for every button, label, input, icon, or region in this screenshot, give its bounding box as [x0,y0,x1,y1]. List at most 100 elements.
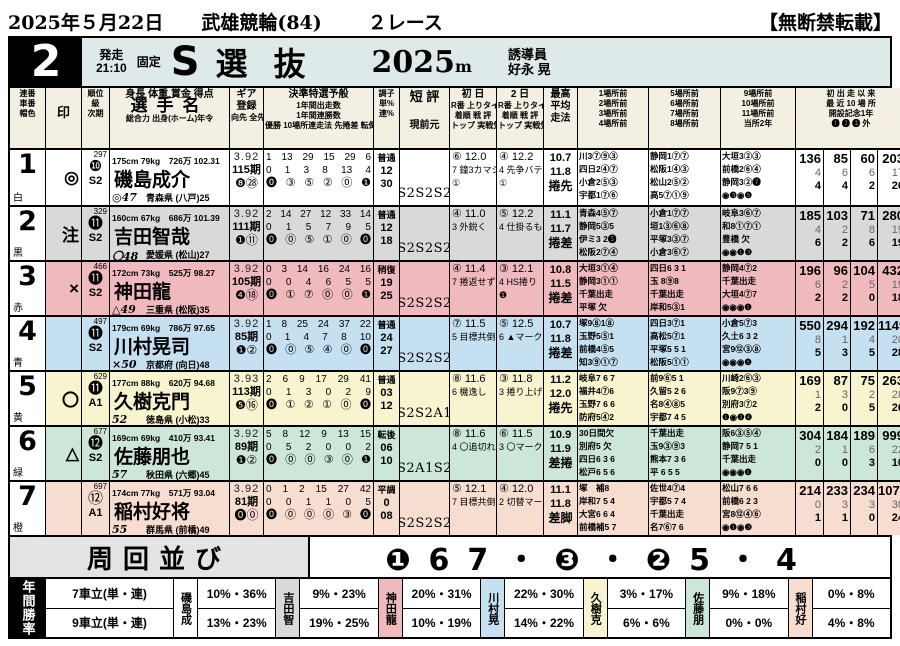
race-distance: 2025m [371,44,472,80]
car-number-cell: 5 黄 [10,372,46,425]
home-age: (松阪)35 [175,305,210,315]
condition: 稍復 [377,265,396,275]
rider-row: 7 橙 697 ⑫ A1 174cm 77kg 571万 93.04 稲村好将 … [10,480,900,535]
day1-cell: ⑧ 11.6 4 〇追切れ [450,427,497,480]
career-col-3: 75 2 5 [851,372,878,425]
col-header-places-1-4: 1場所前 2場所前 3場所前 4場所前 [578,88,649,148]
race-number-label: ２レース [367,11,443,34]
rider-class: A1 [88,397,103,409]
lap-order-bar: 周回並び ❶67・❸・❷5・4 [8,537,892,579]
day1-result: ⑤ 12.1 [452,483,487,495]
yearly-rider-values: 0%・8% 4%・8% [812,579,890,637]
origin-line: △49 三重県 (松阪)35 [112,303,227,315]
gear-ratio: 3.92 [233,208,260,220]
rider-row: 3 赤 × 466 ⓫ S2 172cm 73kg 525万 98.27 神田龍… [10,260,900,315]
places-5-8-cell: 小倉1⑦⑦ 垣1③⑥⑧ 平塚3③⑦ 小倉3⑥⑦ [649,207,721,260]
rank-points: 497 [93,317,107,326]
rider-info-cell: 160cm 67kg 686万 101.39 吉田智哉 〇48 愛媛県 (松山)… [110,207,230,260]
rider-name: 川村晃司 [114,336,191,358]
rider-table: 連番 車番 帽色 印 順位級次期 身長 体重 賞金 得点 選手名 総合力 出身(ホーム)… [8,88,900,537]
places-9-11-cell: 大垣3②③ 前橋2⑥④ 静岡3②❼ ◉❸◉❺ [721,150,796,205]
places-9-11-cell: 川崎2⑥③ 阪9⑦3⑨ 別府3⑦2 ❶◉❷❹ [721,372,796,425]
yearly-rider-values: 9%・23% 19%・25% [300,579,378,637]
race-name: 選抜 [215,45,332,83]
best-time: 10.7 [549,319,572,331]
best-time: 10.7 [549,152,572,164]
pacer-label: 誘導員 [507,47,547,62]
rider-row: 6 緑 △ 677 ⓬ S2 169cm 69kg 410万 93.41 佐藤朋… [10,425,900,480]
yearly-value-9cars: 6%・6% [623,616,670,631]
cap-color-label: 橙 [13,523,23,534]
speed-cell: 10.7 11.8 捲差 [544,317,578,370]
rider-rows: 1 白 ◎ 297 ❿ S2 175cm 79kg 726万 102.31 磯島… [10,150,900,535]
row-label-7cars: 7車立(単・連) [46,579,173,609]
gear-ratio: 3.93 [233,373,260,385]
car-number-cell: 3 赤 [10,262,46,315]
yearly-rider-values: 3%・17% 6%・6% [607,579,686,637]
front-marks: ❺⑯ [235,398,258,412]
yearly-rider-name: 川村晃 [481,579,506,637]
win-pct: 19 [380,277,393,289]
win-pct: 24 [380,332,393,344]
day1-comment: 5 目標共倒れ [452,332,496,342]
rank-cell: 677 ⓬ S2 [82,427,110,480]
origin-line: ×50 京都府 (向日)48 [112,358,227,370]
rider-class: S2 [88,175,103,187]
lap-order-sequence: ❶67・❸・❷5・4 [385,543,815,578]
pacer-name: 好永 晃 [507,62,551,77]
career-col-2: 103 2 2 [824,207,851,260]
day1-result: ④ 11.4 [452,263,486,275]
home-age: (八戸)25 [175,193,210,203]
yearly-rider-values: 20%・31% 10%・19% [402,579,481,637]
rider-info-cell: 172cm 73kg 525万 98.27 神田龍 △49 三重県 (松阪)35 [110,262,230,315]
day1-comment: 7 鐘3カマシ [452,165,497,175]
col-header-places-9-11: 9場所前 10場所前 11場所前 当所2年 [721,88,796,148]
comment-cell: S2A1S2 [400,427,450,480]
prefecture: 京都府 [146,360,174,370]
career-col-2: 294 1 3 [824,317,851,370]
day1-top: ① [452,178,461,188]
places-1-4-cell: 青森4⑤⑦ 静岡5③5 伊ミ3 2❺ 松阪2⑦④ [578,207,649,260]
career-col-1: 136 4 4 [796,150,824,205]
prediction-mark: 〇 [46,372,82,425]
avg-time: 12.0 [549,388,572,400]
condition: 平調 [377,485,396,495]
gear-ratio: 3.92 [233,428,260,440]
col-header-rank: 順位級次期 [82,88,110,148]
rank-points: 329 [93,207,107,216]
best-time: 10.9 [549,429,572,441]
day2-comment: 4 仕掛るも [499,222,543,232]
gear-ratio: 3.92 [233,483,260,495]
day1-comment: 7 目標共倒れ [452,497,496,507]
avg-time: 11.7 [550,223,571,235]
day2-result: ⑥ 11.5 [499,428,533,440]
gear-cell: 3.93 113期 ❺⑯ [230,372,264,425]
places-9-11-cell: 松山7 6 6 前橋6 2 3 宮8⑫④⑥ ◉❶◉❸ [721,482,796,535]
grade-letter: S [170,39,200,85]
rider-info-cell: 179cm 69kg 786万 97.65 川村晃司 ×50 京都府 (向日)4… [110,317,230,370]
car-number-cell: 2 黒 [10,207,46,260]
rider-row: 4 青 497 ⓫ S2 179cm 69kg 786万 97.65 川村晃司 … [10,315,900,370]
car-number-cell: 1 白 [10,150,46,205]
day2-result: ④ 12.2 [499,151,534,163]
best-time: 11.1 [550,209,571,221]
day2-comment: 4 HS捲り [499,277,538,287]
best-time: 11.1 [550,484,571,496]
yearly-value-7cars: 0%・8% [812,579,890,609]
rank-cell: 497 ⓫ S2 [82,317,110,370]
physical-stats: 174cm 77kg 571万 93.04 [112,488,216,498]
yearly-value-9cars: 10%・19% [411,616,472,631]
places-1-4-cell: 塚9⑧1⑧ 玉野5⑤1 前橋4⑤5 知3⑨①⑦ [578,317,649,370]
car-number-cell: 4 青 [10,317,46,370]
overall-score: ×50 [112,358,137,370]
win-pct: 12 [380,222,393,234]
day2-comment: 3 〇マーク [499,442,543,452]
cap-color-label: 緑 [13,468,23,479]
yearly-rider-group: 川村晃 22%・30% 14%・22% [481,579,584,637]
